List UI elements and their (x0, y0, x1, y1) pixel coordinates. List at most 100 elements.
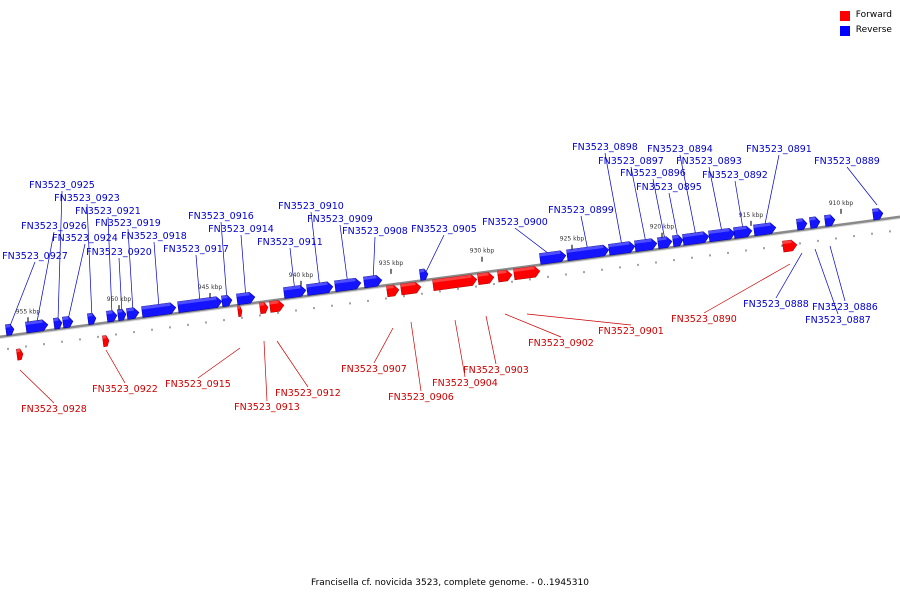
gene-arrow-FN3523_0915[interactable] (237, 305, 243, 317)
gene-FN3523_0907[interactable] (386, 284, 400, 298)
gene-arrow-FN3523_0914[interactable] (236, 291, 256, 306)
gene-FN3523_0906[interactable] (400, 281, 422, 296)
gene-highlight-FN3523_0904 (432, 274, 472, 283)
gene-arrow-FN3523_0906[interactable] (400, 281, 422, 296)
gene-arrow-FN3523_0887[interactable] (809, 216, 821, 229)
gene-highlight-FN3523_0900 (539, 250, 561, 257)
gene-arrow-FN3523_0927[interactable] (5, 323, 15, 336)
gene-label-FN3523_0905: FN3523_0905 (411, 224, 477, 235)
gene-FN3523_0892[interactable] (733, 225, 753, 239)
gene-arrow-FN3523_0910[interactable] (306, 281, 334, 296)
gene-FN3523_0919[interactable] (126, 307, 140, 320)
gene-FN3523_0886[interactable] (824, 214, 836, 227)
gene-FN3523_0889[interactable] (872, 208, 884, 221)
gene-highlight-FN3523_0891 (753, 222, 771, 228)
gene-arrow-FN3523_0921[interactable] (106, 310, 118, 323)
gene-arrow-FN3523_0899[interactable] (566, 244, 610, 262)
gene-arrow-FN3523_0900[interactable] (539, 250, 567, 265)
gene-arrow-FN3523_0893[interactable] (708, 227, 736, 243)
gene-FN3523_0922[interactable] (102, 335, 110, 347)
gene-FN3523_0900[interactable] (539, 250, 567, 265)
gene-FN3523_0927[interactable] (5, 323, 15, 336)
gene-arrow-FN3523_0918[interactable] (141, 302, 177, 318)
gene-arrow-FN3523_0925[interactable] (53, 317, 63, 330)
gene-arrow-FN3523_0912[interactable] (269, 300, 285, 313)
gene-FN3523_0898[interactable] (608, 241, 636, 256)
gene-arrow-FN3523_0911[interactable] (283, 285, 307, 299)
gene-arrow-FN3523_0890[interactable] (782, 239, 798, 253)
gene-arrow-FN3523_0902[interactable] (497, 269, 513, 283)
gene-FN3523_0918[interactable] (141, 302, 177, 318)
legend-forward: Forward (839, 8, 892, 23)
gene-arrow-FN3523_0895[interactable] (672, 234, 684, 247)
gene-arrow-FN3523_0896[interactable] (657, 236, 673, 249)
gene-arrow-FN3523_0928[interactable] (16, 348, 24, 361)
gene-arrow-FN3523_0922[interactable] (102, 335, 110, 347)
gene-FN3523_0891[interactable] (753, 222, 777, 237)
gene-FN3523_0902[interactable] (497, 269, 513, 283)
leader-FN3523_0910 (310, 211, 321, 290)
gene-FN3523_0901[interactable] (513, 265, 541, 281)
gene-arrow-FN3523_0888[interactable] (796, 218, 808, 231)
gene-FN3523_0910[interactable] (306, 281, 334, 296)
gene-FN3523_0923[interactable] (87, 312, 97, 325)
gene-FN3523_0926[interactable] (25, 319, 49, 334)
gene-label-FN3523_0908: FN3523_0908 (342, 226, 408, 237)
leader-FN3523_0911 (289, 247, 296, 293)
gene-arrow-FN3523_0924[interactable] (62, 316, 74, 329)
gene-FN3523_0914[interactable] (236, 291, 256, 306)
gene-label-FN3523_0927: FN3523_0927 (2, 251, 68, 262)
gene-arrow-FN3523_0898[interactable] (608, 241, 636, 256)
gene-FN3523_0896[interactable] (657, 236, 673, 249)
leader-FN3523_0888 (775, 252, 803, 299)
gene-arrow-FN3523_0913[interactable] (259, 301, 269, 315)
gene-FN3523_0895[interactable] (672, 234, 684, 247)
gene-FN3523_0909[interactable] (334, 277, 362, 293)
gene-arrow-FN3523_0904[interactable] (432, 274, 478, 291)
gene-FN3523_0903[interactable] (477, 272, 495, 285)
gene-arrow-FN3523_0891[interactable] (753, 222, 777, 237)
gene-FN3523_0890[interactable] (782, 239, 798, 253)
gene-FN3523_0894[interactable] (682, 231, 710, 246)
gene-FN3523_0904[interactable] (432, 274, 478, 291)
gene-FN3523_0887[interactable] (809, 216, 821, 229)
gene-FN3523_0893[interactable] (708, 227, 736, 243)
gene-FN3523_0911[interactable] (283, 285, 307, 299)
gene-arrow-FN3523_0916[interactable] (221, 294, 233, 308)
gene-FN3523_0916[interactable] (221, 294, 233, 308)
gene-FN3523_0928[interactable] (16, 348, 24, 361)
gene-label-FN3523_0886: FN3523_0886 (812, 302, 878, 313)
tick-label: 910 kbp (829, 200, 854, 207)
gene-arrow-FN3523_0886[interactable] (824, 214, 836, 227)
gene-highlight-FN3523_0914 (236, 292, 250, 297)
gene-arrow-FN3523_0909[interactable] (334, 277, 362, 293)
gene-arrow-FN3523_0903[interactable] (477, 272, 495, 285)
gene-arrow-FN3523_0907[interactable] (386, 284, 400, 298)
gene-arrow-FN3523_0894[interactable] (682, 231, 710, 246)
gene-arrow-FN3523_0889[interactable] (872, 208, 884, 221)
gene-FN3523_0915[interactable] (237, 305, 243, 317)
gene-arrow-FN3523_0892[interactable] (733, 225, 753, 239)
gene-FN3523_0899[interactable] (566, 244, 610, 262)
gene-FN3523_0925[interactable] (53, 317, 63, 330)
gene-FN3523_0913[interactable] (259, 301, 269, 315)
gene-FN3523_0905[interactable] (419, 268, 429, 281)
gene-FN3523_0917[interactable] (177, 296, 223, 313)
leader-FN3523_0904 (454, 319, 466, 378)
gene-FN3523_0908[interactable] (363, 275, 383, 289)
gene-arrow-FN3523_0919[interactable] (126, 307, 140, 320)
gene-FN3523_0888[interactable] (796, 218, 808, 231)
gene-arrow-FN3523_0923[interactable] (87, 312, 97, 325)
gene-FN3523_0921[interactable] (106, 310, 118, 323)
gene-highlight-FN3523_0908 (363, 275, 377, 280)
gene-arrow-FN3523_0897[interactable] (634, 238, 658, 253)
gene-arrow-FN3523_0920[interactable] (117, 308, 127, 321)
gene-arrow-FN3523_0926[interactable] (25, 319, 49, 334)
gene-FN3523_0912[interactable] (269, 300, 285, 313)
gene-label-FN3523_0914: FN3523_0914 (208, 224, 274, 235)
gene-arrow-FN3523_0905[interactable] (419, 268, 429, 281)
gene-arrow-FN3523_0901[interactable] (513, 265, 541, 281)
gene-FN3523_0924[interactable] (62, 316, 74, 329)
gene-arrow-FN3523_0908[interactable] (363, 275, 383, 289)
gene-FN3523_0897[interactable] (634, 238, 658, 253)
